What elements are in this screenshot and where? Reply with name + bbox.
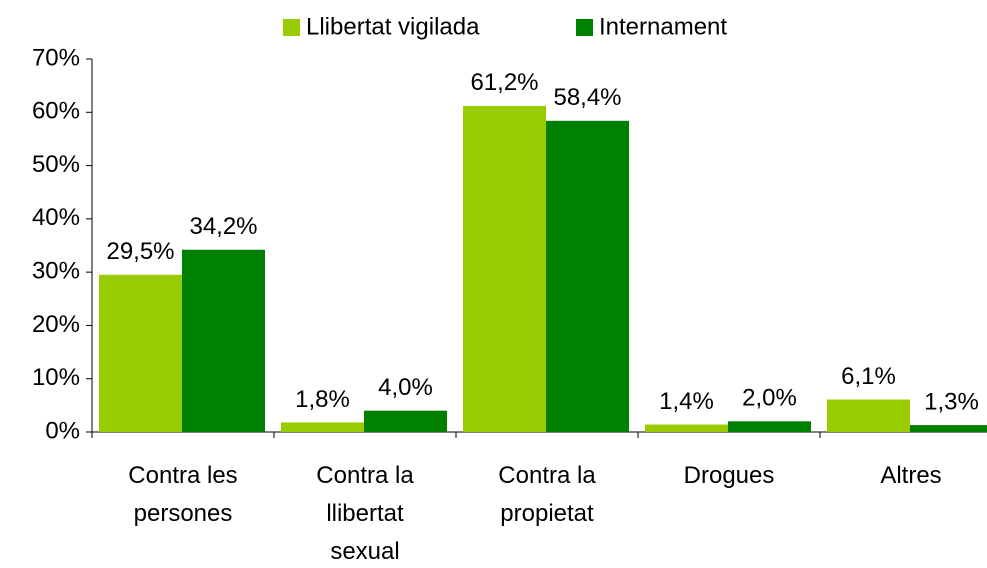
legend-label: Llibertat vigilada	[306, 13, 480, 40]
x-tick-label: Contra la propietat	[498, 462, 596, 527]
value-label: 58,4%	[553, 84, 621, 111]
x-tick-label: Drogues	[684, 462, 775, 489]
y-tick-label: 70%	[32, 44, 80, 71]
value-label: 61,2%	[470, 69, 538, 96]
value-label: 4,0%	[378, 374, 433, 401]
y-tick-label: 0%	[45, 417, 80, 444]
y-tick-label: 40%	[32, 204, 80, 231]
value-label: 1,8%	[295, 386, 350, 413]
value-label: 2,0%	[742, 385, 797, 412]
legend-label: Internament	[599, 13, 727, 40]
bar	[463, 105, 546, 433]
x-tick-label: Altres	[880, 462, 941, 489]
y-tick-label: 10%	[32, 364, 80, 391]
value-label: 29,5%	[106, 238, 174, 265]
bar	[728, 421, 811, 432]
bar	[182, 249, 265, 432]
bar	[546, 120, 629, 432]
y-tick-label: 60%	[32, 98, 80, 125]
bar	[99, 274, 182, 432]
legend-swatch	[576, 19, 593, 36]
bar	[645, 424, 728, 432]
x-tick-label: Contra les persones	[128, 462, 237, 527]
bar	[281, 422, 364, 432]
value-label: 1,3%	[924, 388, 979, 415]
value-label: 1,4%	[659, 388, 714, 415]
value-label: 6,1%	[841, 363, 896, 390]
value-label: 34,2%	[189, 213, 257, 240]
y-tick-label: 50%	[32, 151, 80, 178]
bar	[364, 410, 447, 432]
x-tick-label: Contra la llibertat sexual	[316, 462, 414, 563]
bar	[910, 425, 987, 432]
legend-swatch	[283, 19, 300, 36]
bar	[827, 399, 910, 432]
y-tick-label: 20%	[32, 311, 80, 338]
y-tick-label: 30%	[32, 257, 80, 284]
